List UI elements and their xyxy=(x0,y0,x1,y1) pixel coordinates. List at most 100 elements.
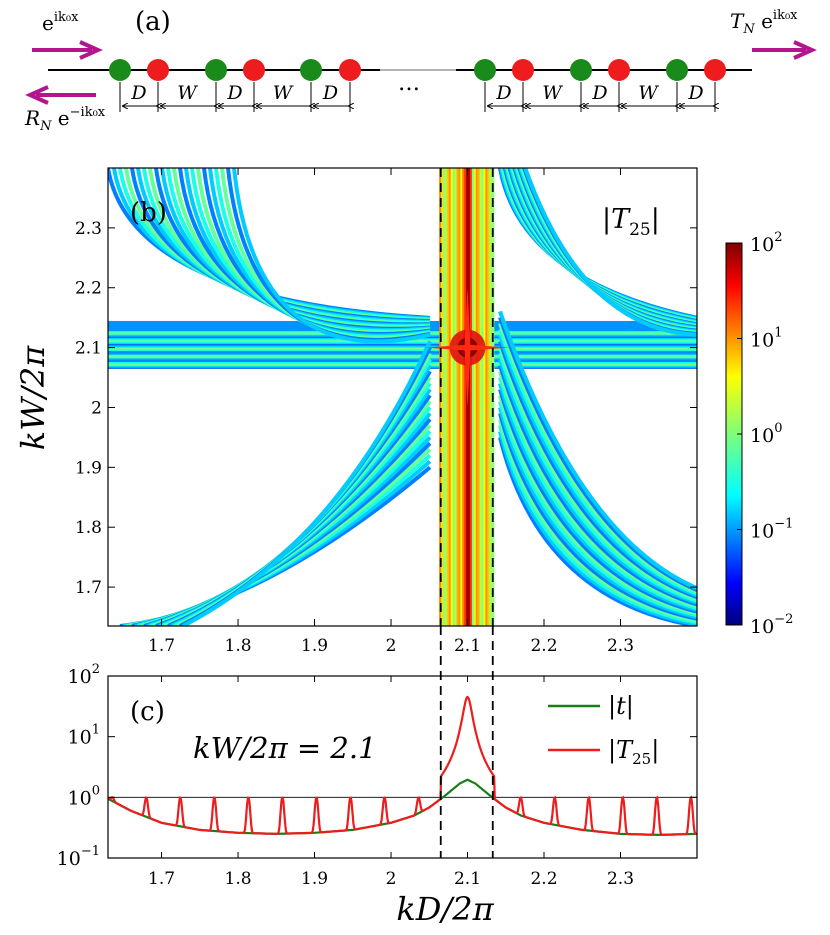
colorbar-tick-label: 100 xyxy=(750,421,782,447)
x-tick-label: 2.1 xyxy=(454,636,481,656)
site-green xyxy=(570,59,592,81)
vertical-stripe xyxy=(458,168,462,626)
peak-hotspot xyxy=(425,287,510,408)
y-tick-label: 1.8 xyxy=(75,518,102,538)
x-tick-label: 1.7 xyxy=(148,869,175,889)
panel-c-line-chart: 1.7 1.8 1.9 2 2.1 2.2 2.3 102 101 100 10−1 (c) kW/… xyxy=(57,626,698,928)
fan-stripe xyxy=(498,424,697,625)
vertical-stripe xyxy=(456,168,460,626)
vertical-stripe xyxy=(460,168,464,626)
dimension-label-W: W xyxy=(638,82,659,104)
vertical-stripe xyxy=(444,168,449,626)
panel-c-label: (c) xyxy=(130,697,165,727)
x-tick-label: 1.8 xyxy=(225,869,252,889)
fan-stripe xyxy=(498,310,697,591)
y-tick-label: 2 xyxy=(91,398,102,418)
heatmap-dashed-lines xyxy=(439,168,494,626)
fan-stripe xyxy=(498,394,697,616)
x-tick-label: 2.2 xyxy=(530,869,557,889)
panel-a-schematic: (a) eik₀x TN eik₀x RN e−ik₀x … D W D W D D W D W… xyxy=(24,7,817,134)
site-red xyxy=(147,59,169,81)
line-chart-annotation: kW/2π = 2.1 xyxy=(193,731,377,765)
fan-stripe xyxy=(498,388,697,614)
vertical-stripe xyxy=(485,168,489,626)
vertical-stripe xyxy=(473,168,478,626)
vertical-stripe xyxy=(489,168,493,626)
y-tick-label: 1.7 xyxy=(75,578,102,598)
transmitted-wave-label: TN eik₀x xyxy=(730,8,798,37)
lower-right-fan xyxy=(498,310,697,626)
x-tick-label: 1.9 xyxy=(301,636,328,656)
y-tick-label: 10−1 xyxy=(57,844,100,870)
heatmap-bands xyxy=(108,168,697,626)
fan-stripe xyxy=(182,340,432,626)
dimension-label-D: D xyxy=(687,82,703,104)
fan-stripe xyxy=(232,168,431,344)
series-T25-line xyxy=(108,695,697,836)
site-green xyxy=(109,59,131,81)
colorbar-tick-label: 101 xyxy=(750,326,782,352)
x-tick-label: 1.8 xyxy=(225,636,252,656)
panel-a-label: (a) xyxy=(135,7,171,37)
dimension-label-W: W xyxy=(273,82,294,104)
fan-stripe xyxy=(498,382,697,612)
line-chart-frame xyxy=(107,675,698,859)
transmitted-arrow xyxy=(752,40,817,60)
upper-right-fan xyxy=(498,168,697,337)
x-tick-label: 2 xyxy=(386,636,397,656)
vertical-stripe xyxy=(468,168,472,626)
x-tick-label: 1.9 xyxy=(301,869,328,889)
y-tick-label: 101 xyxy=(68,723,100,749)
vertical-stripe xyxy=(481,168,485,626)
peak-ray-v xyxy=(464,287,471,408)
site-red xyxy=(608,59,630,81)
colorbar-ticks: 102 101 100 10−1 10−2 xyxy=(737,230,793,638)
upper-left-fan xyxy=(108,168,431,344)
colorbar-tick-label: 10−1 xyxy=(750,517,793,543)
vertical-stripe xyxy=(471,168,476,626)
legend-label-t: |t| xyxy=(608,692,634,721)
site-red xyxy=(339,59,361,81)
line-chart-plot xyxy=(108,695,697,837)
vertical-stripe xyxy=(442,168,447,626)
y-tick-label: 2.1 xyxy=(75,339,102,359)
dimension-label-D: D xyxy=(226,82,242,104)
y-tick-label: 2.2 xyxy=(75,279,102,299)
vertical-stripe xyxy=(454,168,458,626)
x-tick-label: 1.7 xyxy=(148,636,175,656)
vertical-stripe xyxy=(475,168,479,626)
fan-stripe xyxy=(498,400,697,618)
fan-stripe xyxy=(498,418,697,623)
y-tick-label: 2.3 xyxy=(75,219,102,239)
site-green xyxy=(205,59,227,81)
dimension-label-W: W xyxy=(542,82,563,104)
shared-xlabel: kD/2π xyxy=(396,890,494,928)
panel-b-heatmap: 1.7 1.8 1.9 2 2.1 2.2 2.3 1.7 1.8 1.9 2 2.1 2.2 2.3 (… xyxy=(14,167,793,656)
x-tick-label: 2.3 xyxy=(607,636,634,656)
fan-stripe xyxy=(498,412,697,621)
heatmap-title: |T25| xyxy=(602,204,660,240)
colorbar-tick-label: 10−2 xyxy=(750,612,793,638)
vertical-stripe xyxy=(464,168,468,626)
line-chart-ticks: 1.7 1.8 1.9 2 2.1 2.2 2.3 102 101 100 10−1 xyxy=(57,626,697,889)
dimension-label-D: D xyxy=(130,82,146,104)
scatterer-sites xyxy=(109,59,726,81)
incident-wave-label: eik₀x xyxy=(42,10,79,35)
dimension-label-W: W xyxy=(177,82,198,104)
site-red xyxy=(704,59,726,81)
site-red xyxy=(512,59,534,81)
y-tick-label: 1.9 xyxy=(75,458,102,478)
fan-stripe xyxy=(498,436,697,626)
site-red xyxy=(243,59,265,81)
fan-stripe xyxy=(498,406,697,619)
fan-stripe xyxy=(498,430,697,626)
vertical-stripe xyxy=(448,168,452,626)
x-tick-label: 2.1 xyxy=(454,869,481,889)
vertical-stripe xyxy=(452,168,456,626)
vertical-stripe xyxy=(441,168,445,626)
panel-b-label: (b) xyxy=(130,198,167,228)
site-green xyxy=(666,59,688,81)
x-tick-label: 2.3 xyxy=(607,869,634,889)
